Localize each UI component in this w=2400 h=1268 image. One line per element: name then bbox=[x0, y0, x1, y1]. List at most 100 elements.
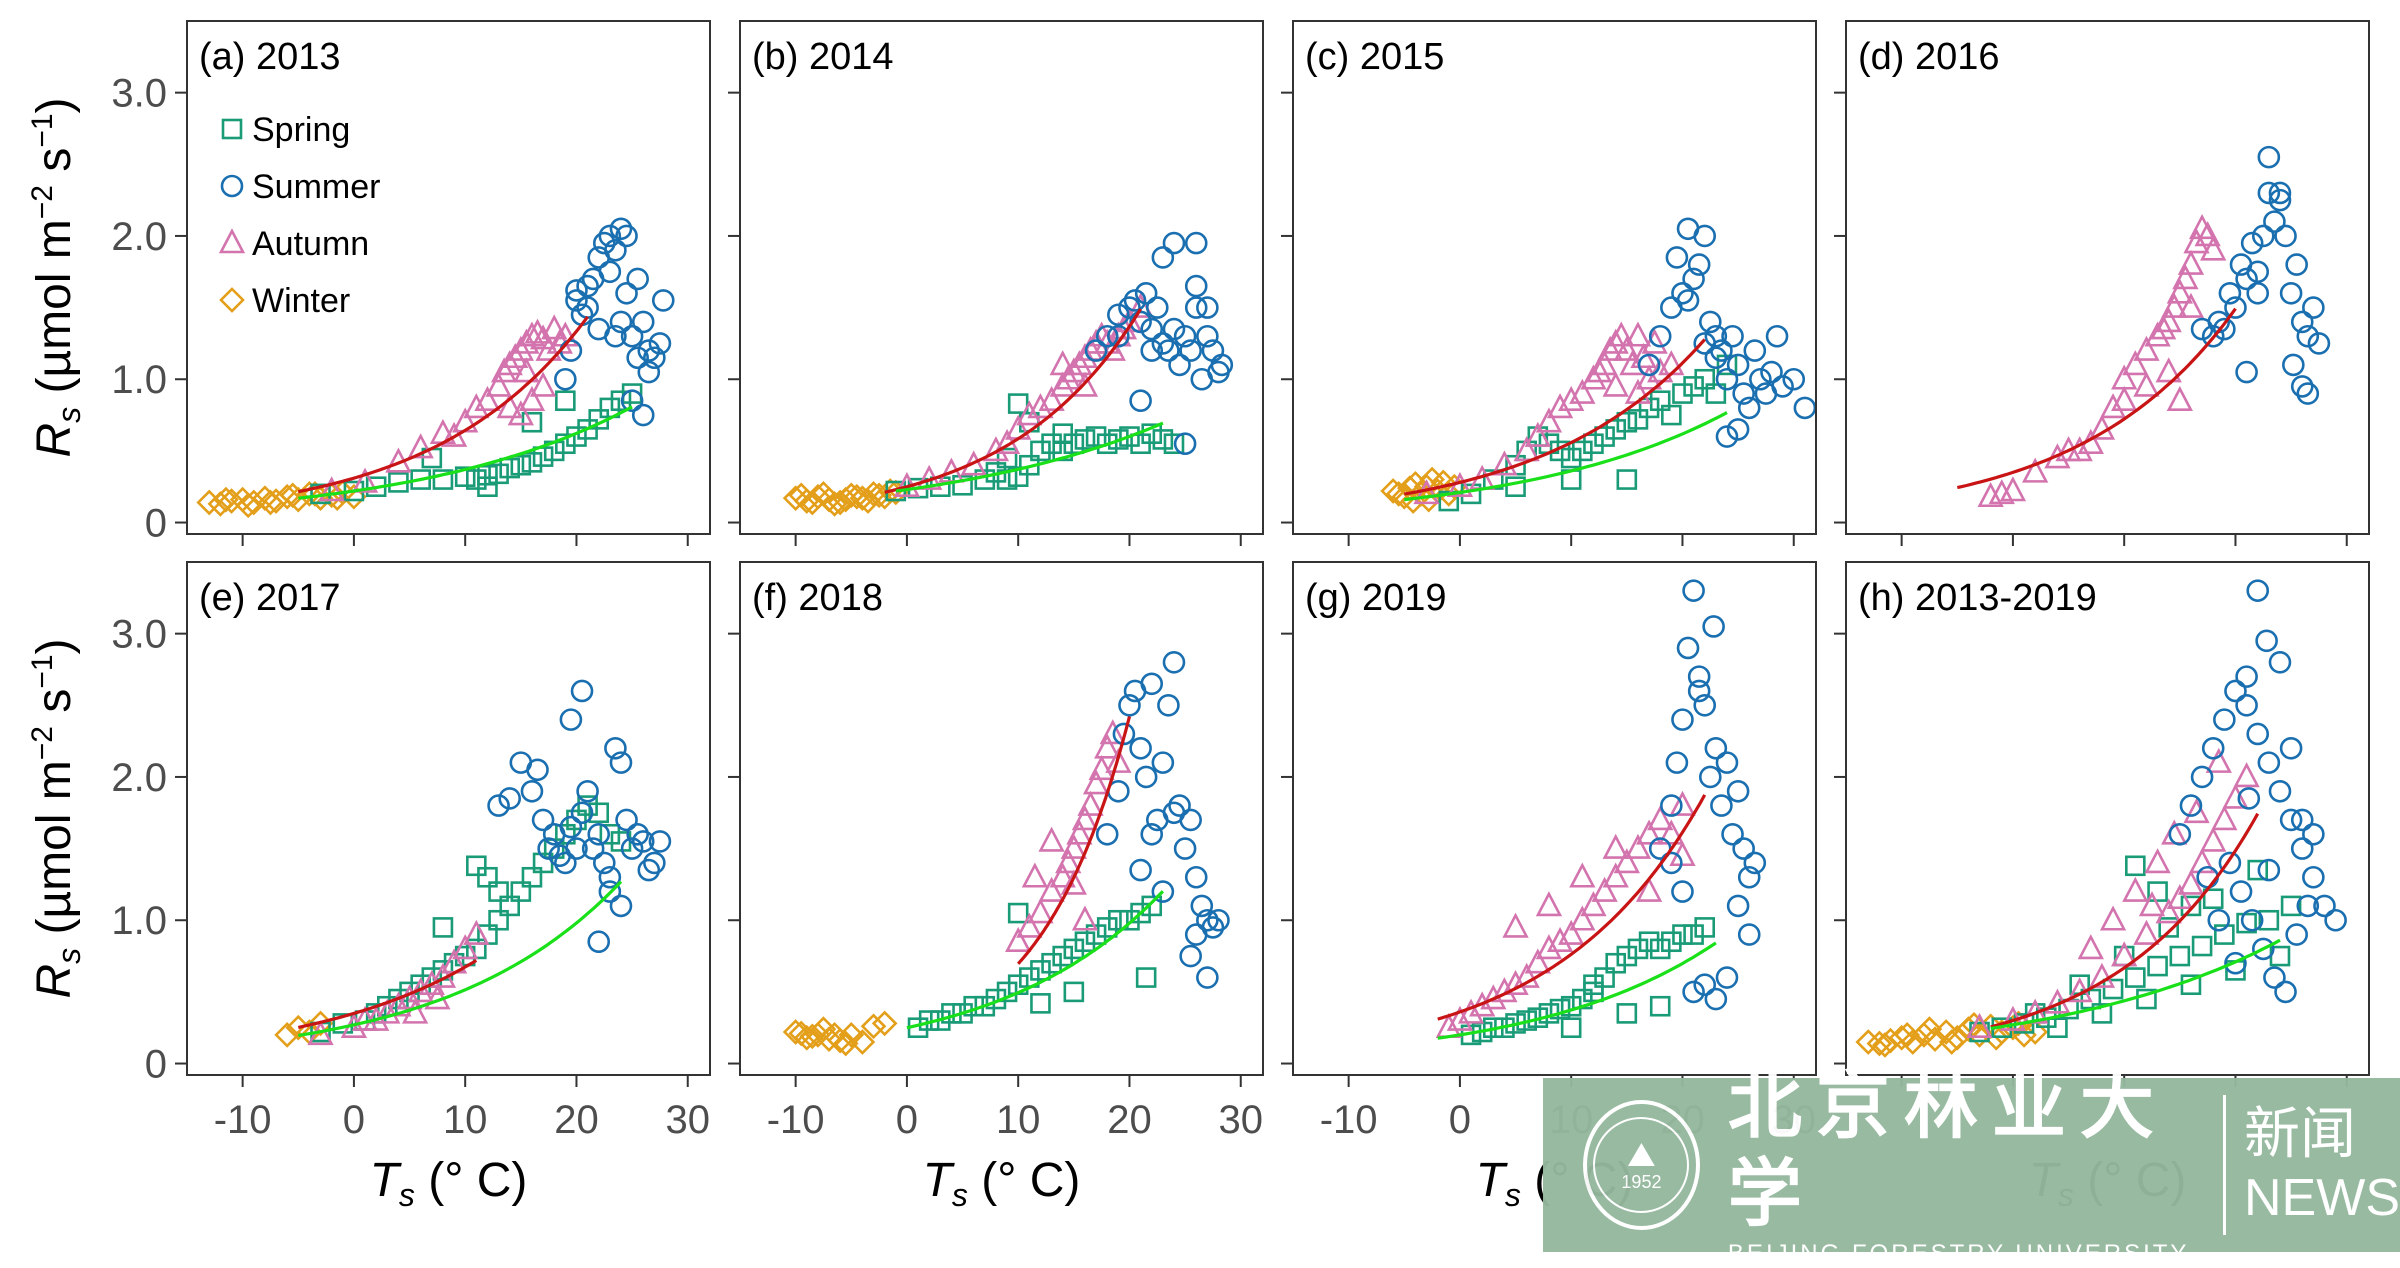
y-tick-label: 3.0 bbox=[111, 613, 167, 657]
autumn-fit-curve bbox=[1956, 307, 2237, 490]
summer-point bbox=[1173, 837, 1197, 860]
autumn-point bbox=[2166, 385, 2193, 412]
summer-point bbox=[1671, 708, 1694, 731]
autumn-point bbox=[1591, 876, 1618, 902]
summer-point bbox=[1660, 794, 1683, 817]
autumn-point bbox=[1077, 790, 1104, 816]
university-seal-icon: ⛰ 1952 bbox=[1583, 1100, 1700, 1230]
autumn-point bbox=[2188, 213, 2216, 240]
spring-point bbox=[1638, 397, 1660, 419]
autumn-point bbox=[524, 318, 551, 344]
autumn-fit-curve bbox=[297, 959, 478, 1029]
autumn-point bbox=[2088, 962, 2116, 988]
summer-point bbox=[643, 851, 666, 875]
y-axis-title: Rs (µmol m−2 s−1) bbox=[26, 638, 87, 998]
spring-point bbox=[2180, 895, 2202, 917]
autumn-point bbox=[1569, 378, 1596, 404]
summer-point bbox=[2279, 736, 2303, 760]
summer-point bbox=[2296, 324, 2320, 348]
winter-point bbox=[1922, 1026, 1948, 1053]
autumn-point bbox=[1641, 328, 1668, 354]
summer-point bbox=[1184, 274, 1208, 298]
autumn-point bbox=[1105, 747, 1132, 773]
summer-point bbox=[1704, 736, 1728, 760]
summer-point bbox=[1721, 822, 1744, 846]
autumn-point bbox=[1580, 364, 1607, 390]
x-tick-label: 0 bbox=[1449, 1098, 1471, 1142]
spring-point bbox=[1627, 938, 1649, 960]
autumn-point bbox=[1669, 790, 1696, 816]
summer-point bbox=[626, 822, 649, 846]
spring-point bbox=[466, 855, 487, 877]
winter-point bbox=[860, 1013, 887, 1040]
spring-point bbox=[1594, 967, 1615, 988]
summer-point bbox=[2237, 787, 2261, 810]
panel-5: -10 0 10 20 30 0 1.0 2.0 3.0 (e) 2017 bbox=[111, 561, 711, 1142]
summer-point bbox=[1207, 908, 1230, 932]
winter-point bbox=[1435, 481, 1462, 507]
autumn-point bbox=[1524, 948, 1551, 974]
autumn-point bbox=[2166, 883, 2193, 910]
summer-point bbox=[526, 758, 549, 782]
autumn-point bbox=[1082, 769, 1110, 795]
summer-point bbox=[2290, 837, 2314, 860]
summer-point bbox=[1210, 353, 1234, 377]
autumn-point bbox=[2233, 762, 2260, 788]
y-tick-label: 0 bbox=[145, 1043, 167, 1087]
legend-summer-label: Summer bbox=[252, 168, 380, 206]
spring-point bbox=[1141, 895, 1163, 917]
autumn-point bbox=[407, 433, 434, 459]
legend-winter-marker bbox=[219, 287, 245, 313]
winter-point bbox=[1872, 1032, 1898, 1058]
autumn-point bbox=[1027, 898, 1054, 924]
autumn-point bbox=[496, 393, 523, 419]
autumn-point bbox=[2111, 385, 2138, 412]
x-tick-label: 30 bbox=[1218, 1098, 1263, 1142]
winter-point bbox=[782, 1019, 809, 1045]
autumn-point bbox=[1055, 848, 1082, 874]
spring-point bbox=[2158, 917, 2180, 938]
spring-point bbox=[2136, 988, 2157, 1010]
summer-point bbox=[604, 324, 627, 348]
watermark-divider bbox=[2223, 1095, 2226, 1235]
autumn-point bbox=[1005, 926, 1032, 953]
y-tick-label: 3.0 bbox=[111, 72, 167, 116]
autumn-point bbox=[502, 342, 529, 369]
summer-point bbox=[1702, 615, 1725, 638]
autumn-point bbox=[1558, 919, 1585, 945]
spring-point bbox=[2236, 912, 2257, 934]
autumn-fit-curve bbox=[1990, 812, 2260, 1029]
spring-fit-curve bbox=[895, 421, 1164, 493]
spring-point bbox=[2102, 978, 2124, 1000]
summer-point bbox=[2282, 353, 2305, 377]
summer-point bbox=[2313, 894, 2336, 918]
summer-point bbox=[498, 787, 522, 810]
spring-point bbox=[555, 823, 576, 845]
spring-fit-curve bbox=[1990, 938, 2281, 1030]
summer-point bbox=[1715, 966, 1739, 989]
summer-point bbox=[2218, 281, 2242, 305]
summer-point bbox=[2279, 281, 2303, 305]
autumn-point bbox=[1038, 826, 1065, 852]
autumn-point bbox=[2177, 869, 2205, 895]
spring-point bbox=[1649, 938, 1671, 960]
summer-point bbox=[1737, 396, 1761, 420]
summer-point bbox=[2235, 360, 2258, 384]
university-name-en: BEIJING FORESTRY UNIVERSITY bbox=[1727, 1240, 2190, 1267]
summer-point bbox=[620, 389, 644, 413]
summer-point bbox=[1687, 679, 1711, 703]
autumn-point bbox=[1647, 357, 1674, 383]
spring-point bbox=[1616, 469, 1638, 490]
autumn-point bbox=[1099, 719, 1126, 745]
summer-point bbox=[1710, 794, 1733, 817]
autumn-point bbox=[1457, 998, 1485, 1024]
panel-label: (c) 2015 bbox=[1305, 36, 1444, 78]
summer-point bbox=[1196, 966, 1219, 989]
spring-point bbox=[1096, 917, 1118, 938]
winter-point bbox=[871, 483, 898, 510]
autumn-point bbox=[2155, 357, 2182, 383]
spring-point bbox=[499, 895, 521, 917]
spring-point bbox=[952, 474, 973, 496]
summer-point bbox=[604, 736, 627, 760]
